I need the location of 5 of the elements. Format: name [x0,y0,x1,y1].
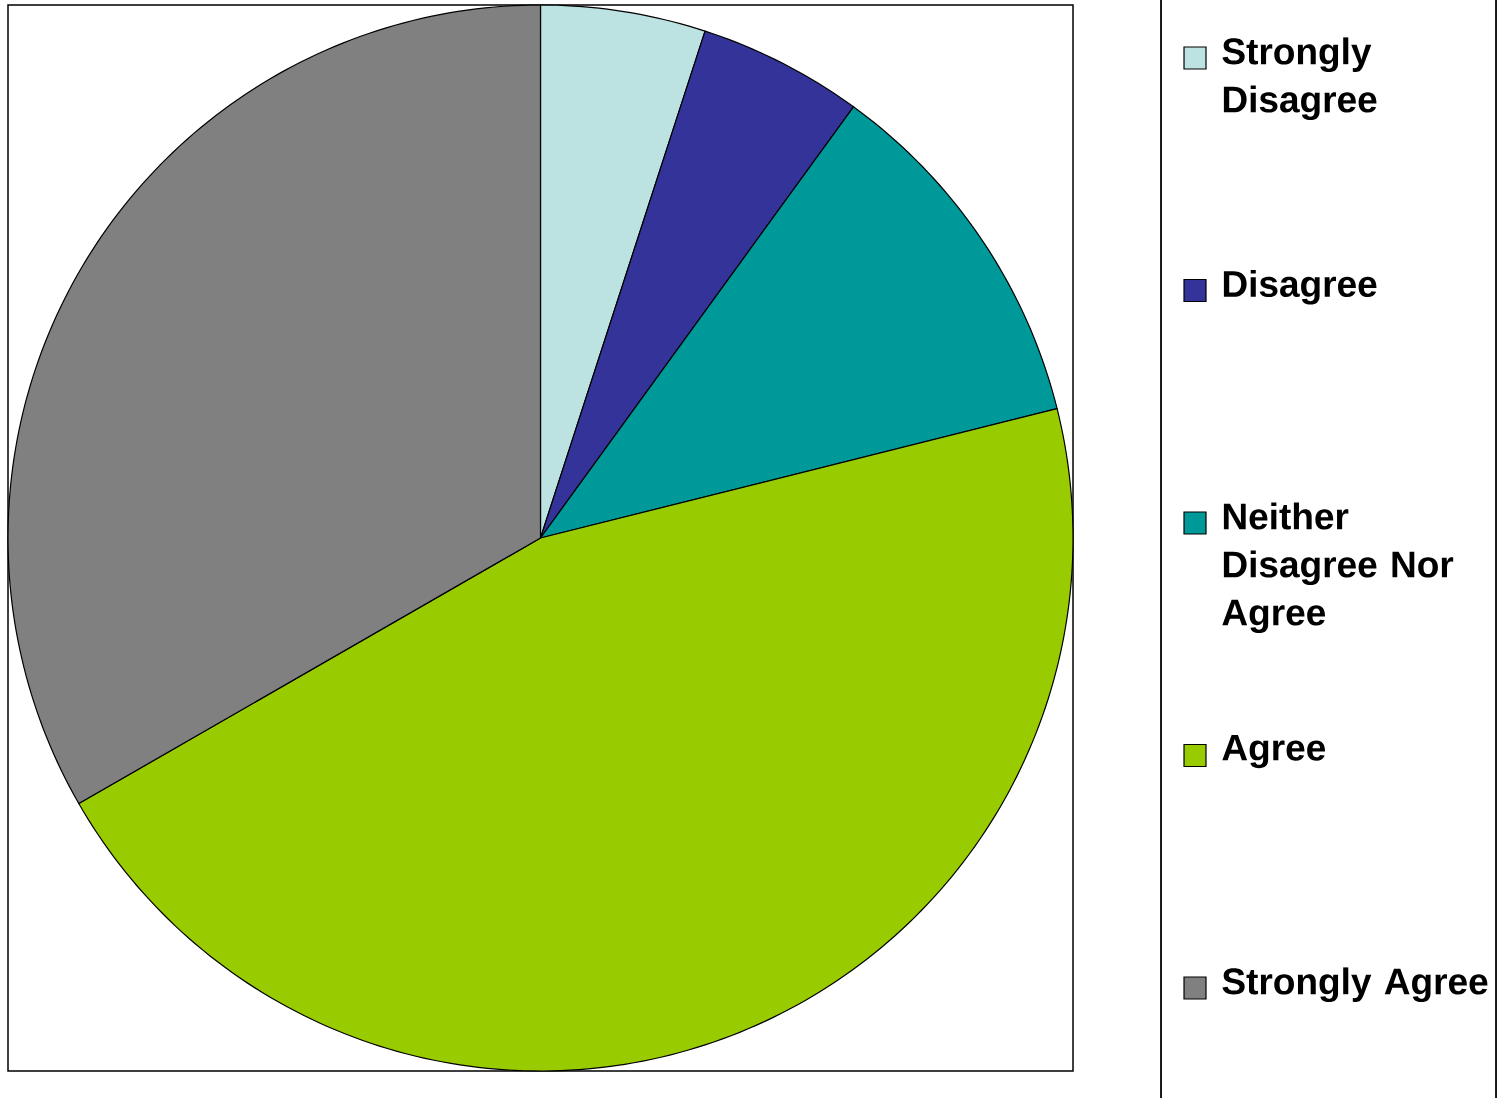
legend-label: Strongly Agree [1222,967,1488,1003]
legend-label: Agree [1222,734,1326,769]
legend-label: Strongly Disagree [1222,37,1377,121]
legend-label: Disagree [1223,269,1377,305]
legend-label: Neither Disagree Nor Agree [1222,502,1454,634]
